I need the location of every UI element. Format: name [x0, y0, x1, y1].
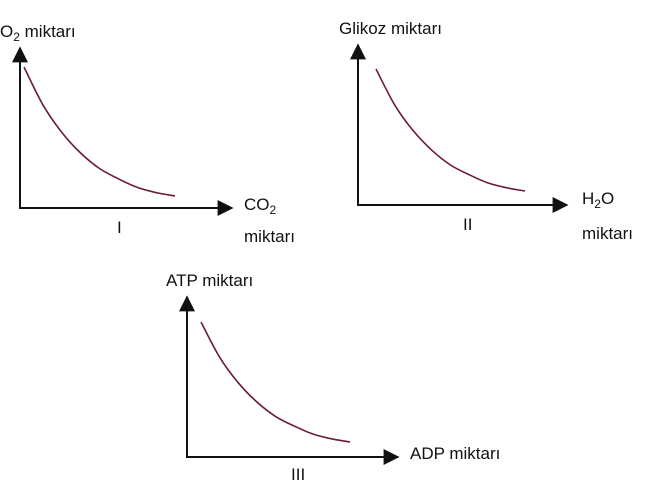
panel-1-roman-label: I: [117, 218, 122, 237]
panel-1-x-label: CO2: [244, 195, 277, 217]
panel-2-curve: [375, 68, 526, 192]
panel-2-y-label: Glikoz miktarı: [339, 19, 442, 38]
panel-3-roman-label: III: [291, 465, 306, 484]
panel-1-x-label-line2: miktarı: [244, 227, 295, 246]
panel-3-curve: [200, 321, 351, 443]
panel-2-x-label: H2O: [582, 189, 615, 211]
panel-1-curve: [23, 66, 176, 197]
panel-2-roman-label: II: [463, 215, 473, 234]
panel-3-x-label: ADP miktarı: [410, 444, 501, 463]
panel-1-y-label: O2 miktarı: [0, 22, 76, 44]
panel-2-x-label-line2: miktarı: [582, 224, 633, 243]
panel-3-y-label: ATP miktarı: [166, 271, 254, 290]
